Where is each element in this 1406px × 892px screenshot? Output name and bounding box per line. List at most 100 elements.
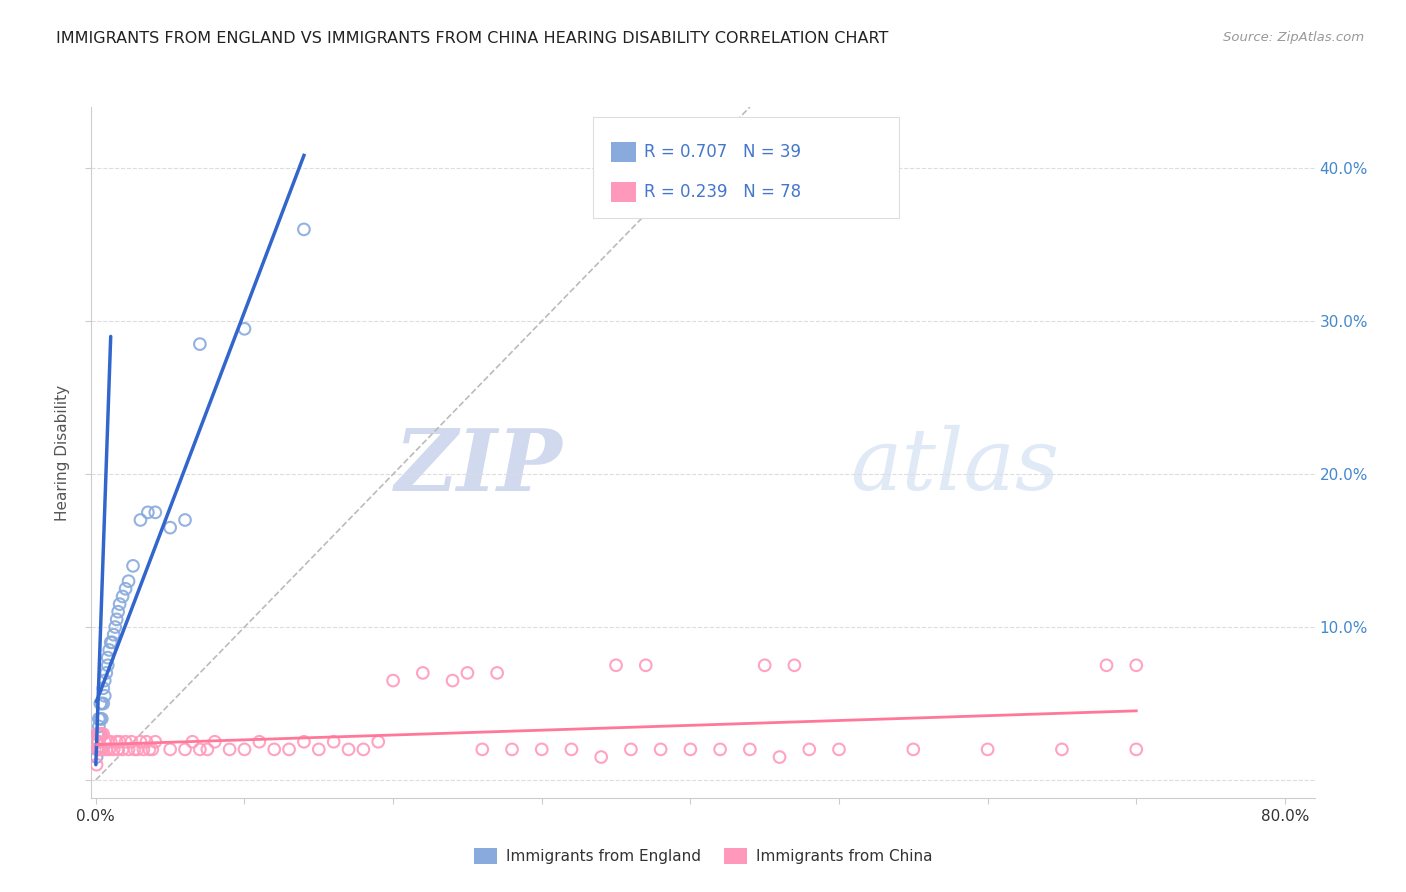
Text: R = 0.707   N = 39: R = 0.707 N = 39 bbox=[644, 143, 801, 161]
Point bbox=[263, 742, 285, 756]
Point bbox=[96, 742, 118, 756]
Point bbox=[828, 742, 851, 756]
Text: atlas: atlas bbox=[849, 425, 1059, 508]
Point bbox=[143, 505, 166, 519]
Point bbox=[90, 712, 112, 726]
Text: R = 0.239   N = 78: R = 0.239 N = 78 bbox=[644, 183, 801, 201]
Point bbox=[91, 681, 114, 696]
Point bbox=[98, 742, 121, 756]
Point bbox=[97, 650, 120, 665]
Point bbox=[121, 735, 143, 749]
Point bbox=[783, 658, 806, 673]
Point bbox=[89, 742, 111, 756]
Point bbox=[709, 742, 731, 756]
Point bbox=[754, 658, 776, 673]
Point bbox=[634, 658, 657, 673]
Point bbox=[87, 735, 110, 749]
Point bbox=[105, 735, 128, 749]
Point bbox=[94, 689, 117, 703]
Point bbox=[233, 742, 256, 756]
Point bbox=[87, 719, 110, 733]
Point bbox=[114, 735, 136, 749]
Point bbox=[174, 742, 197, 756]
Point bbox=[143, 735, 166, 749]
Point bbox=[108, 597, 131, 611]
Point bbox=[486, 665, 509, 680]
Text: Source: ZipAtlas.com: Source: ZipAtlas.com bbox=[1223, 31, 1364, 45]
Point bbox=[799, 742, 821, 756]
Point bbox=[308, 742, 330, 756]
Point bbox=[322, 735, 344, 749]
Point bbox=[107, 742, 129, 756]
Point bbox=[204, 735, 226, 749]
Point bbox=[100, 735, 122, 749]
Point bbox=[159, 521, 181, 535]
Point bbox=[129, 513, 152, 527]
Point bbox=[412, 665, 434, 680]
Point bbox=[86, 742, 108, 756]
Point bbox=[114, 582, 136, 596]
Point bbox=[903, 742, 925, 756]
Point bbox=[91, 727, 114, 741]
Point bbox=[122, 558, 145, 573]
Point bbox=[101, 635, 124, 649]
Point bbox=[91, 742, 114, 756]
Point bbox=[1095, 658, 1118, 673]
Point bbox=[738, 742, 761, 756]
Point bbox=[605, 658, 627, 673]
Point bbox=[132, 742, 155, 756]
Point bbox=[292, 735, 315, 749]
Point bbox=[650, 742, 672, 756]
Point bbox=[94, 735, 117, 749]
Point bbox=[87, 735, 110, 749]
Point bbox=[111, 590, 134, 604]
Point bbox=[107, 605, 129, 619]
Point bbox=[89, 697, 111, 711]
Point bbox=[471, 742, 494, 756]
Point bbox=[195, 742, 218, 756]
Point bbox=[87, 727, 110, 741]
FancyBboxPatch shape bbox=[612, 142, 636, 162]
Point bbox=[501, 742, 523, 756]
Point bbox=[218, 742, 240, 756]
Point bbox=[103, 628, 125, 642]
Point bbox=[247, 735, 270, 749]
Point bbox=[591, 750, 613, 764]
Point bbox=[86, 727, 108, 741]
Point bbox=[87, 727, 110, 741]
Point bbox=[127, 742, 149, 756]
Point bbox=[89, 712, 111, 726]
Text: ZIP: ZIP bbox=[395, 425, 562, 508]
FancyBboxPatch shape bbox=[593, 118, 898, 218]
Point bbox=[90, 697, 112, 711]
Point bbox=[141, 742, 163, 756]
Point bbox=[233, 322, 256, 336]
Point bbox=[105, 612, 128, 626]
Point bbox=[174, 513, 197, 527]
Point bbox=[86, 727, 108, 741]
Point bbox=[104, 620, 127, 634]
Point bbox=[90, 727, 112, 741]
Point bbox=[91, 697, 114, 711]
Point bbox=[181, 735, 204, 749]
Point bbox=[620, 742, 643, 756]
Point bbox=[108, 735, 131, 749]
Point bbox=[89, 727, 111, 741]
Point bbox=[768, 750, 790, 764]
Point bbox=[94, 673, 117, 688]
Y-axis label: Hearing Disability: Hearing Disability bbox=[55, 384, 70, 521]
Point bbox=[90, 742, 112, 756]
Point bbox=[98, 643, 121, 657]
Point bbox=[560, 742, 582, 756]
Legend: Immigrants from England, Immigrants from China: Immigrants from England, Immigrants from… bbox=[468, 842, 938, 871]
Point bbox=[100, 635, 122, 649]
Point bbox=[367, 735, 389, 749]
Point bbox=[188, 742, 211, 756]
Point bbox=[97, 735, 120, 749]
Point bbox=[96, 665, 118, 680]
Point bbox=[117, 742, 139, 756]
Point bbox=[87, 712, 110, 726]
Point bbox=[87, 742, 110, 756]
FancyBboxPatch shape bbox=[612, 182, 636, 202]
Point bbox=[86, 742, 108, 756]
